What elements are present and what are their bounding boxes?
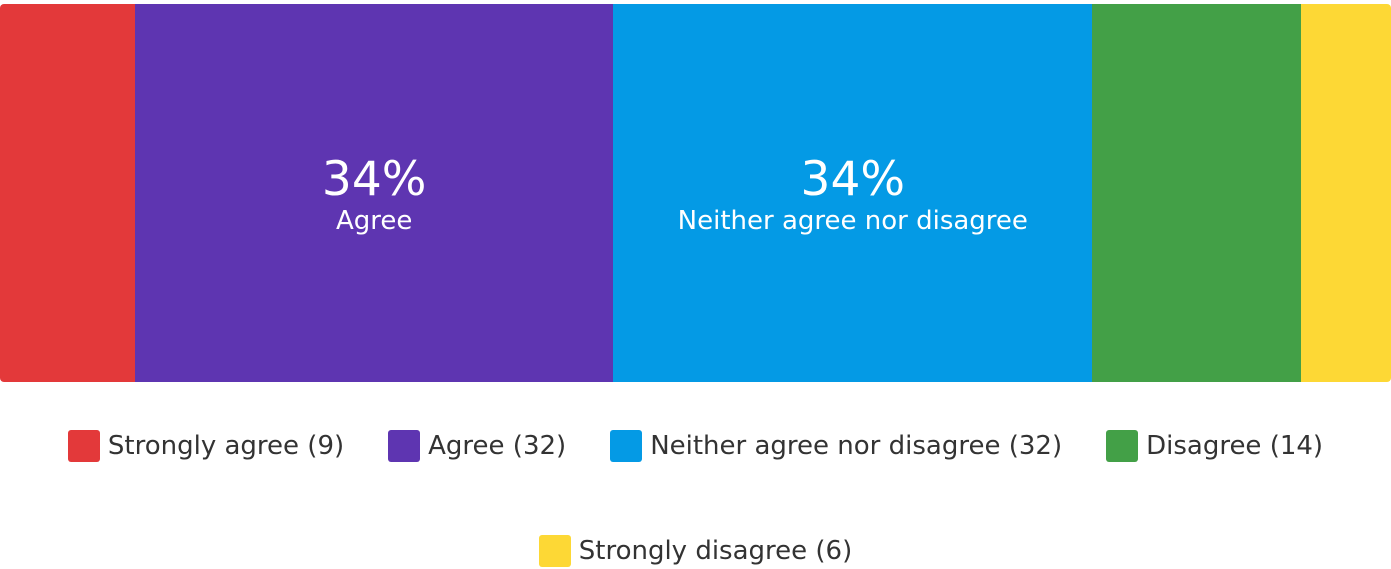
legend-label: Agree (32) xyxy=(428,431,567,461)
legend-second-row: Strongly disagree (6) xyxy=(0,533,1391,569)
legend-item-agree[interactable]: Agree (32) xyxy=(388,430,566,462)
stacked-bar-chart: 34% Agree 34% Neither agree nor disagree xyxy=(0,4,1391,382)
legend-item-disagree[interactable]: Disagree (14) xyxy=(1106,430,1323,462)
data-label-agree: 34% Agree xyxy=(135,152,614,237)
legend-item-strongly-agree[interactable]: Strongly agree (9) xyxy=(67,430,345,462)
bar-segment-strongly-disagree[interactable] xyxy=(1301,4,1391,382)
legend-swatch xyxy=(388,430,421,462)
data-label-name: Agree xyxy=(335,206,413,236)
bar-segment-strongly-agree[interactable] xyxy=(0,4,136,382)
legend-label: Strongly agree (9) xyxy=(107,431,345,461)
legend-label: Strongly disagree (6) xyxy=(578,536,853,566)
legend-item-strongly-disagree[interactable]: Strongly disagree (6) xyxy=(538,535,853,567)
data-label-percent: 34% xyxy=(321,152,427,207)
bar-segment-agree[interactable]: 34% Agree xyxy=(134,4,614,382)
legend-label: Neither agree nor disagree (32) xyxy=(650,431,1063,461)
bar-segment-neither-agree-nor-disagree[interactable]: 34% Neither agree nor disagree xyxy=(613,4,1093,382)
legend-swatch xyxy=(1106,430,1139,462)
legend-item-neither-agree-nor-disagree[interactable]: Neither agree nor disagree (32) xyxy=(610,430,1062,462)
legend-swatch xyxy=(538,535,571,567)
data-label-percent: 34% xyxy=(800,152,906,207)
bar-segment-disagree[interactable] xyxy=(1091,4,1302,382)
data-label-neither-agree-nor-disagree: 34% Neither agree nor disagree xyxy=(613,152,1092,237)
legend: Strongly agree (9) Agree (32) Neither agre… xyxy=(0,428,1391,464)
legend-swatch xyxy=(67,430,100,462)
legend-swatch xyxy=(610,430,643,462)
legend-label: Disagree (14) xyxy=(1146,431,1324,461)
data-label-name: Neither agree nor disagree xyxy=(677,206,1028,236)
